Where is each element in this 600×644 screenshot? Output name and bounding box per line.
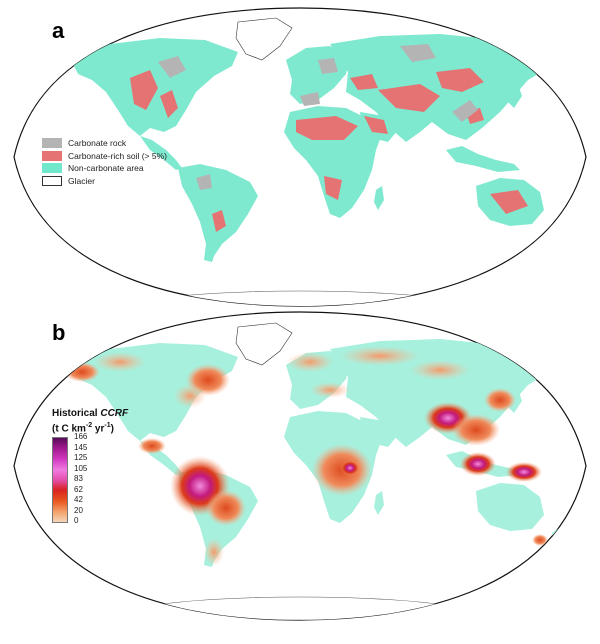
antarctica-b	[149, 596, 451, 620]
legend-unit-c: )	[110, 423, 114, 435]
colorbar-tick-label: 20	[74, 505, 83, 515]
legend-item-carbonate-soil: Carbonate-rich soil (> 5%)	[42, 150, 167, 163]
colorbar-tick-label: 145	[74, 442, 88, 452]
legend-title-ccrf: CCRF	[100, 408, 129, 419]
panel-a-label: a	[52, 18, 65, 43]
colorbar-tick-label: 105	[74, 463, 88, 473]
legend-label: Carbonate rock	[68, 138, 127, 149]
ccrf-heat-spots	[64, 346, 548, 566]
legend-swatch	[42, 175, 62, 186]
legend-item-glacier: Glacier	[42, 175, 167, 188]
madagascar	[374, 186, 384, 210]
colorbar-tick-label: 62	[74, 484, 83, 494]
japan	[508, 84, 522, 108]
legend-label: Glacier	[68, 175, 95, 186]
sea-islands	[446, 146, 520, 172]
colorbar-tick-label: 83	[74, 474, 83, 483]
legend-unit-sup2: -1	[104, 422, 111, 429]
carbonate-rock-patches	[158, 44, 478, 190]
greenland-b	[235, 322, 293, 366]
new-zealand	[552, 222, 564, 242]
legend-label: Non-carbonate area	[68, 163, 144, 174]
legend-swatch	[42, 163, 62, 174]
panel-a-legend: Carbonate rock Carbonate-rich soil (> 5%…	[42, 137, 167, 187]
carbonate-soil-patches	[130, 68, 528, 232]
greenland-glacier	[235, 17, 293, 61]
colorbar-tick-label: 42	[74, 495, 83, 504]
legend-item-non-carbonate: Non-carbonate area	[42, 162, 167, 175]
legend-item-carbonate-rock: Carbonate rock	[42, 137, 167, 150]
map-panel-b	[13, 311, 587, 621]
legend-unit-sup1: -2	[85, 422, 93, 429]
colorbar-tick-label: 0	[74, 516, 79, 525]
legend-unit-b: yr	[92, 423, 105, 435]
central-america-landmass	[140, 136, 182, 170]
legend-unit-a: (t C km	[52, 423, 86, 435]
ccrf-colorbar	[52, 437, 68, 523]
colorbar-tick-label: 166	[74, 432, 88, 441]
panel-b-label: b	[52, 320, 66, 345]
legend-swatch	[42, 150, 62, 161]
legend-title-prefix: Historical	[52, 408, 101, 419]
colorbar-tick-label: 125	[74, 453, 88, 462]
legend-label: Carbonate-rich soil (> 5%)	[68, 150, 167, 161]
legend-swatch	[42, 138, 62, 149]
asia-landmass	[330, 34, 548, 142]
ccrf-legend-title: Historical CCRF (t C km-2 yr-1)	[52, 408, 128, 435]
